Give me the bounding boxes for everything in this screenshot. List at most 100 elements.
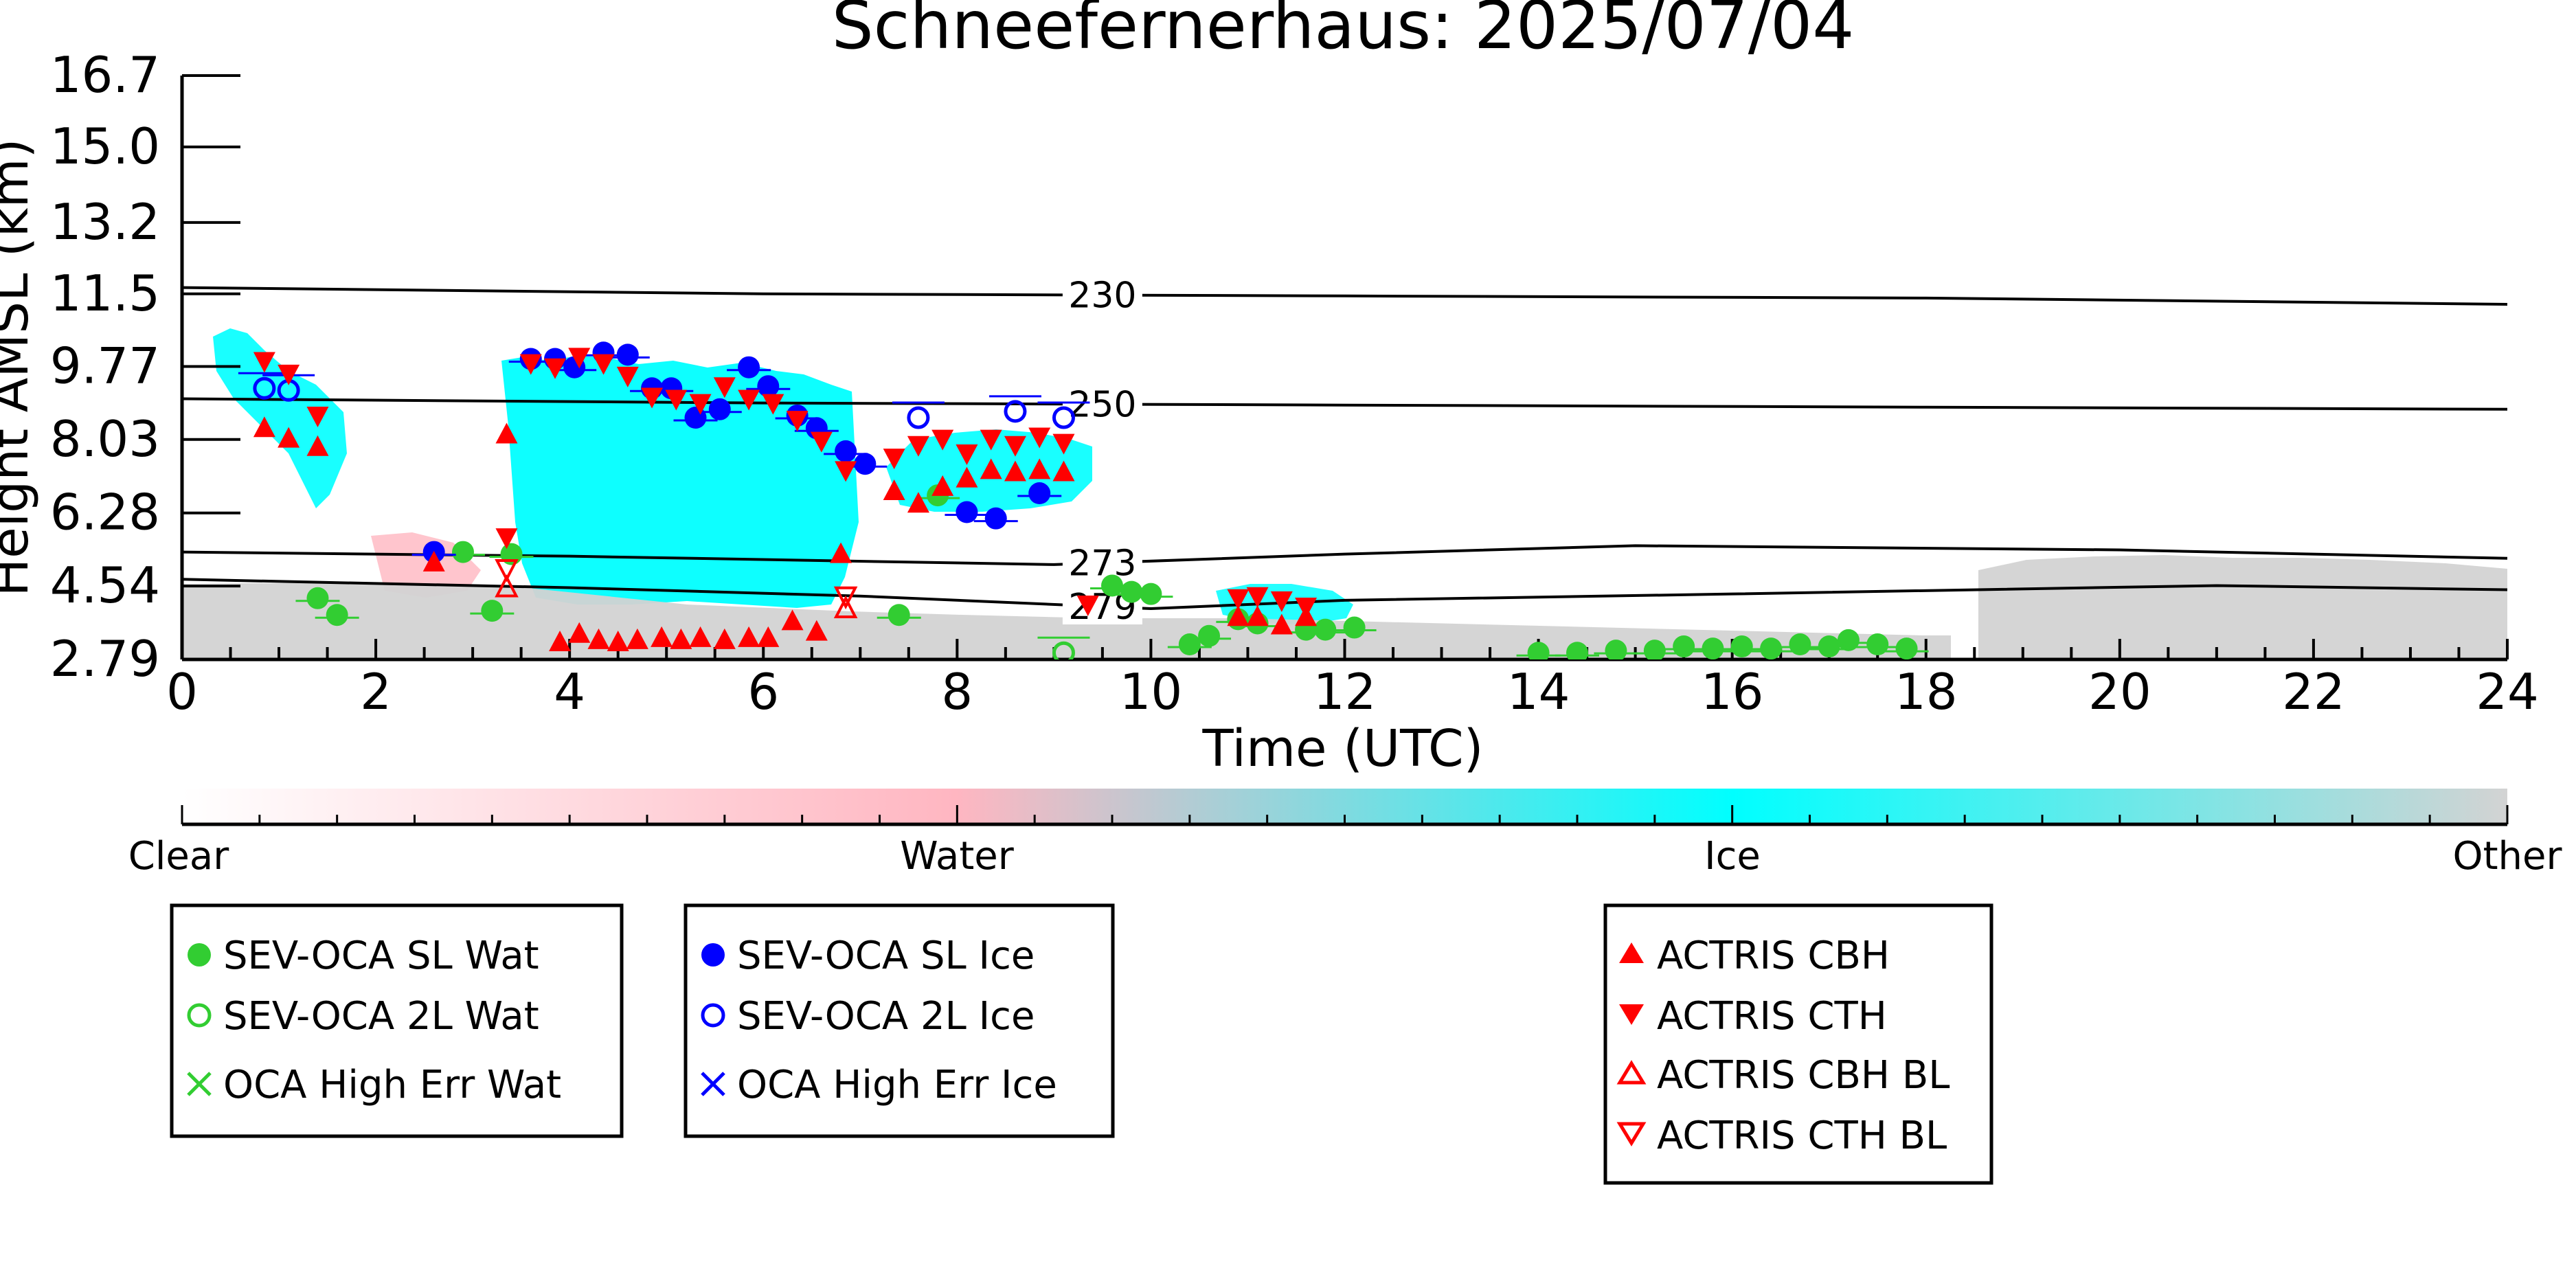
legend-entry: SEV-OCA 2L Ice: [737, 994, 1035, 1039]
isotherm-label-bg: [1062, 274, 1142, 313]
point-actris-cbh: [607, 630, 629, 651]
x-tick-label: 10: [1120, 663, 1183, 721]
point-actris-cth-bl: [833, 586, 858, 610]
legend-entry: SEV-OCA 2L Wat: [223, 994, 539, 1039]
point-actris-cbh-bl: [833, 595, 858, 619]
point-sev-oca-sl-wat: [1895, 637, 1918, 659]
colorbar-label-ice: Ice: [1704, 834, 1761, 879]
legend-entry: OCA High Err Wat: [223, 1063, 561, 1107]
point-actris-cbh: [1004, 460, 1026, 482]
point-actris-cth: [519, 354, 542, 375]
point-actris-cbh: [495, 422, 518, 444]
x-tick-label: 18: [1895, 663, 1958, 721]
point-actris-cbh: [1028, 458, 1051, 479]
point-sev-oca-sl-wat: [452, 541, 475, 563]
x-tick-label: 22: [2282, 663, 2345, 721]
point-actris-cth: [713, 377, 736, 398]
point-sev-oca-sl-wat: [1566, 642, 1588, 659]
point-actris-cth: [835, 461, 857, 482]
point-sev-oca-sl-wat: [1140, 583, 1162, 605]
y-tick-label: 16.7: [50, 46, 160, 104]
legend-entry: OCA High Err Ice: [737, 1063, 1057, 1107]
point-sev-oca-sl-wat: [1818, 635, 1840, 658]
colorbar-label-water: Water: [900, 834, 1015, 879]
ice-cloud-region: [501, 356, 859, 608]
point-sev-oca-sl-ice: [984, 507, 1007, 530]
point-sev-oca-2l-ice: [253, 376, 276, 400]
y-axis-label: Height AMSL (km): [0, 138, 40, 596]
x-tick-label: 24: [2476, 663, 2539, 721]
point-sev-oca-2l-ice: [1052, 406, 1075, 429]
legend-entry: ACTRIS CTH BL: [1657, 1114, 1947, 1158]
point-sev-oca-sl-wat: [1673, 635, 1695, 658]
point-actris-cth: [592, 354, 615, 375]
legend-entry: SEV-OCA SL Ice: [737, 934, 1035, 978]
colorbar-label-other: Other: [2452, 834, 2562, 879]
point-actris-cth: [306, 406, 329, 427]
point-actris-cth: [738, 389, 760, 411]
legend-actris: ACTRIS CBH ACTRIS CTH ACTRIS CBH BL ACTR…: [1603, 903, 1993, 1185]
point-actris-cbh: [253, 416, 275, 438]
colorbar-ticks: [181, 805, 2509, 824]
point-actris-cth: [616, 366, 639, 387]
point-actris-cth: [253, 352, 275, 373]
point-actris-cth: [689, 394, 712, 415]
point-actris-cth: [495, 528, 518, 550]
legend-entry: ACTRIS CBH BL: [1657, 1053, 1950, 1098]
point-actris-cbh: [670, 628, 692, 649]
x-axis-ticks: 0 2 4 6 8 10 12 14 16 18 20 22 24: [166, 639, 2539, 721]
y-tick-label: 11.5: [50, 264, 160, 322]
point-actris-cbh: [1246, 605, 1269, 626]
legend-marker: [701, 1003, 725, 1028]
point-actris-cbh-bl: [495, 574, 519, 598]
point-actris-cth: [665, 389, 688, 411]
point-sev-oca-sl-wat: [1760, 637, 1783, 659]
x-tick-label: 4: [554, 663, 585, 721]
isotherm-label: 273: [1068, 543, 1136, 584]
legend-box: [683, 903, 1115, 1138]
colorbar-label-clear: Clear: [128, 834, 229, 879]
x-tick-label: 12: [1313, 663, 1377, 721]
point-actris-cbh: [781, 609, 804, 631]
legend-ice: SEV-OCA SL Ice SEV-OCA 2L Ice OCA High E…: [683, 903, 1115, 1138]
x-tick-label: 2: [360, 663, 392, 721]
y-axis-ticks: 2.79 4.54 6.28 8.03 9.77 11.5 13.2 15.0 16.7: [50, 46, 240, 688]
point-sev-oca-sl-ice: [738, 356, 760, 379]
point-sev-oca-sl-wat: [1866, 633, 1889, 656]
point-actris-cbh: [1270, 613, 1293, 635]
y-tick-label: 15.0: [50, 117, 160, 175]
isotherm-label: 250: [1068, 384, 1136, 425]
point-sev-oca-sl-wat: [1702, 637, 1724, 659]
y-tick-label: 4.54: [50, 556, 160, 614]
isotherm-273: [181, 544, 2508, 566]
y-tick-label: 2.79: [50, 630, 160, 688]
point-sev-oca-sl-wat: [1314, 618, 1337, 641]
point-actris-cth: [544, 358, 567, 379]
legend-box: [1603, 903, 1993, 1185]
y-tick-label: 6.28: [50, 484, 160, 541]
y-tick-label: 8.03: [50, 410, 160, 468]
legend-entry: ACTRIS CTH: [1657, 994, 1887, 1039]
isotherm-279: [181, 578, 2508, 611]
data-marks: [238, 341, 1929, 659]
point-actris-cth: [1076, 595, 1099, 616]
point-actris-cth: [1028, 427, 1051, 449]
isotherm-label-bg: [1062, 542, 1142, 581]
point-sev-oca-sl-wat: [1643, 640, 1666, 659]
point-sev-oca-2l-wat: [1052, 641, 1075, 659]
x-tick-label: 16: [1701, 663, 1764, 721]
point-actris-cbh: [651, 626, 673, 647]
legend-marker: [188, 943, 211, 967]
point-actris-cbh: [713, 628, 736, 649]
legend-entry: SEV-OCA SL Wat: [223, 934, 539, 978]
legend-marker: [187, 1072, 212, 1096]
point-sev-oca-sl-wat: [1730, 635, 1753, 658]
x-tick-label: 14: [1507, 663, 1570, 721]
point-sev-oca-sl-ice: [835, 440, 857, 462]
point-sev-oca-sl-ice: [854, 453, 877, 475]
legend-marker: [701, 943, 725, 967]
point-sev-oca-sl-ice: [684, 407, 707, 429]
x-tick-label: 6: [747, 663, 779, 721]
point-actris-cth: [568, 348, 591, 369]
